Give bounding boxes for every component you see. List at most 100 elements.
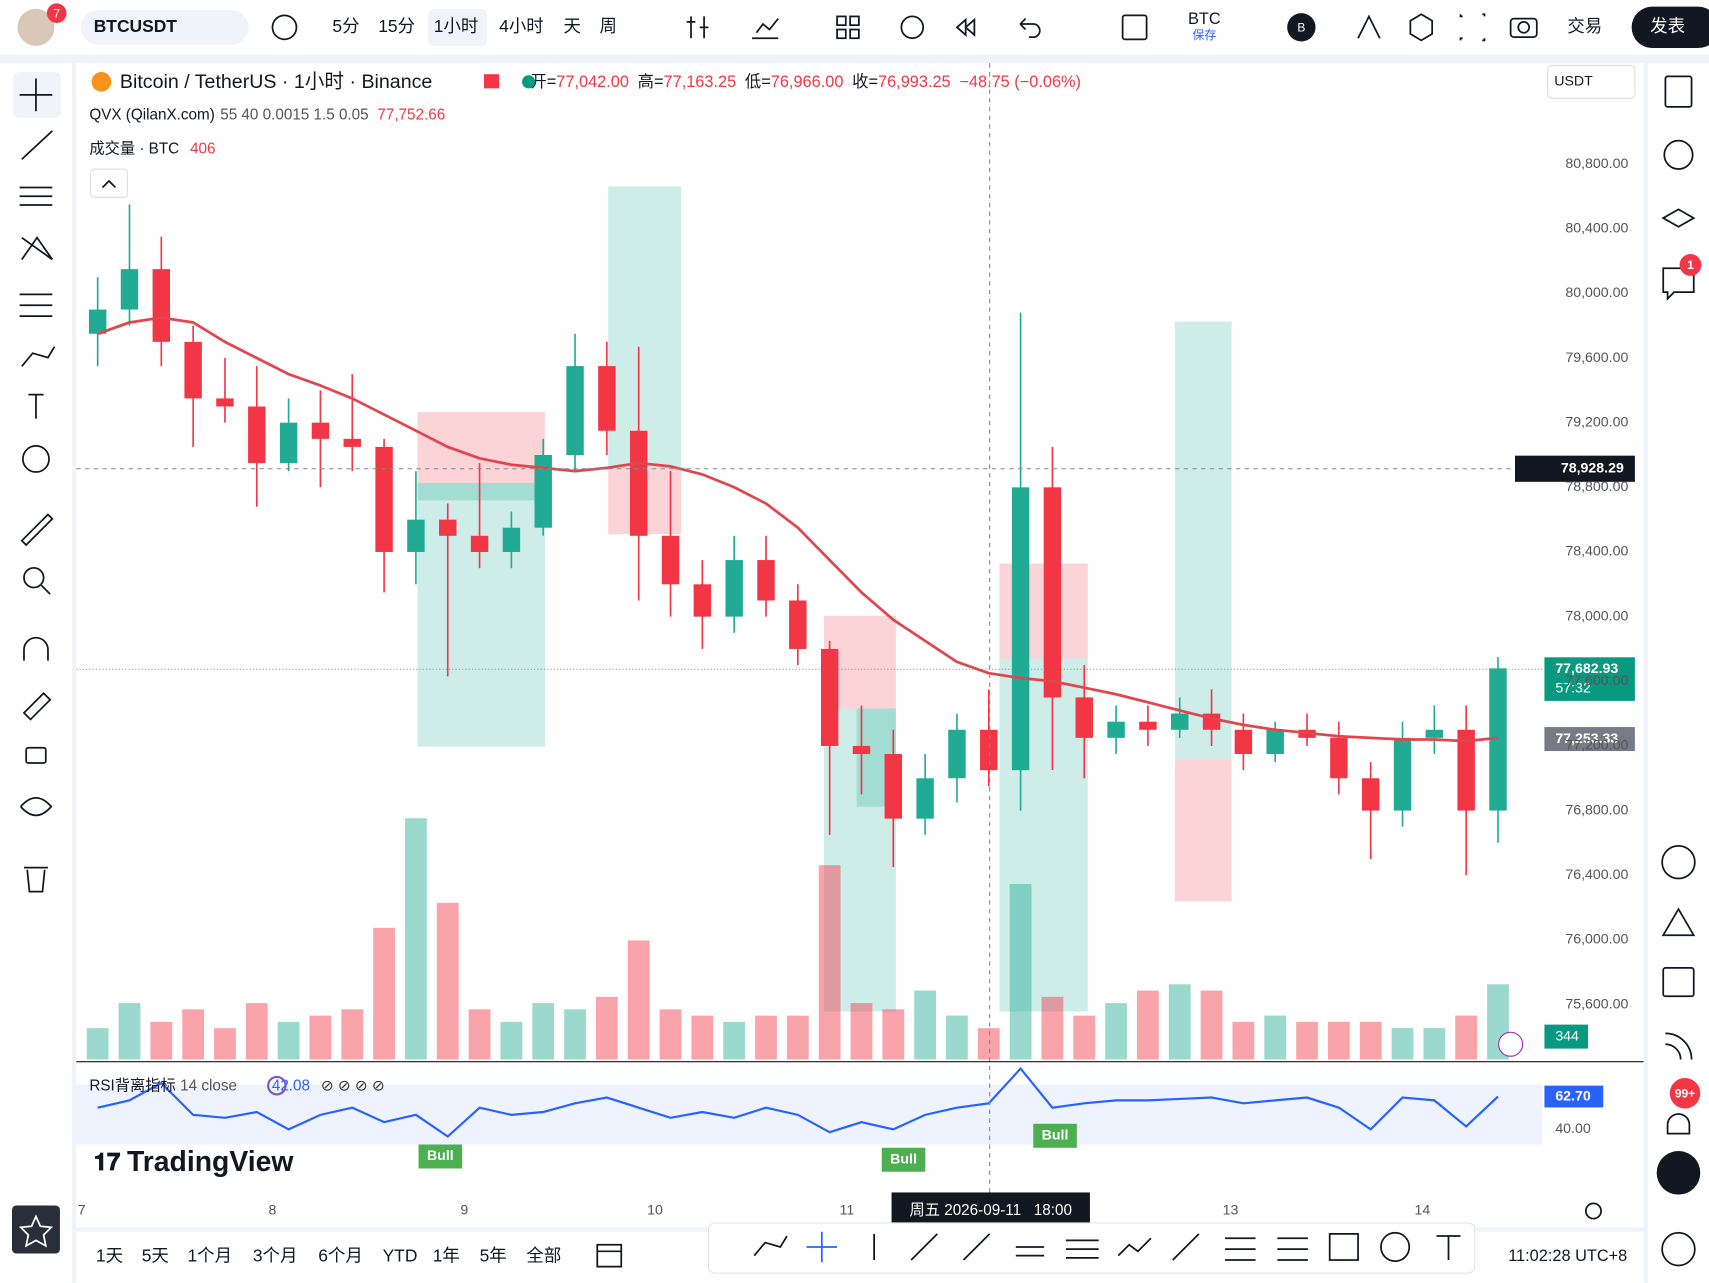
candle-body: [661, 535, 680, 585]
candle-body: [757, 560, 775, 601]
ohlc-low: 76,966.00: [771, 73, 844, 91]
signal-bg: [881, 1147, 926, 1172]
rsi-name: RSI背离指标: [89, 1078, 175, 1095]
last-price-tag: [1544, 657, 1635, 701]
candle-body: [566, 366, 584, 455]
candle-body: [152, 269, 171, 342]
range-button[interactable]: 1年: [433, 1245, 460, 1265]
range-button[interactable]: 1天: [96, 1245, 123, 1265]
broker-text: B: [1297, 21, 1305, 35]
interval[interactable]: 15分: [378, 16, 415, 36]
range-button[interactable]: 全部: [526, 1245, 561, 1265]
volume-bar: [786, 1015, 809, 1060]
star-icon: [18, 1214, 54, 1248]
currency[interactable]: BTC: [1188, 10, 1221, 28]
broker[interactable]: [1287, 13, 1316, 42]
y-tick-label: 80,400.00: [1565, 220, 1628, 236]
rsi-line: [97, 1066, 1499, 1138]
candle-body: [1266, 729, 1284, 755]
crosshair-price: 78,928.29: [1561, 460, 1624, 476]
range-button[interactable]: 5天: [142, 1245, 169, 1265]
interval[interactable]: 周: [599, 16, 616, 36]
volume-bar: [977, 1028, 1000, 1060]
favorites[interactable]: [11, 1205, 60, 1254]
rsi-band: [76, 1084, 1543, 1145]
volume-bar: [373, 927, 395, 1060]
collapse-legend[interactable]: [89, 168, 129, 198]
range-button[interactable]: 3个月: [253, 1245, 298, 1265]
cursor-time: 周五 2026-09-11 18:00: [909, 1202, 1072, 1219]
add-symbol[interactable]: [271, 14, 298, 41]
volume-line: 成交量 · BTC 406: [89, 139, 215, 157]
interval[interactable]: 5分: [332, 16, 359, 36]
btc-logo: [91, 72, 112, 92]
candle-body: [343, 438, 361, 447]
rsi-level: 40.00: [1555, 1121, 1591, 1137]
rsi-value: 42.08: [272, 1078, 310, 1095]
candle-body: [884, 754, 903, 819]
ohlc-open: 77,042.00: [556, 73, 629, 91]
date-range[interactable]: [596, 1243, 623, 1268]
symbol-search[interactable]: [80, 9, 249, 45]
volume-label: 成交量 · BTC: [89, 139, 179, 157]
cursor-tag: [891, 1192, 1090, 1223]
publish-button[interactable]: 发表: [1650, 16, 1685, 36]
ohlc-open-label: 开=: [530, 73, 556, 91]
candle-body: [1107, 721, 1125, 738]
settings[interactable]: [1584, 1202, 1602, 1220]
volume-bar: [1009, 884, 1032, 1060]
interval[interactable]: 4小时: [499, 16, 544, 36]
volume-bar: [914, 990, 937, 1060]
signal: Bull: [890, 1151, 917, 1167]
range-button[interactable]: 5年: [480, 1245, 507, 1265]
chevron: [101, 179, 117, 189]
range-button[interactable]: 1个月: [187, 1245, 232, 1265]
alert-icon[interactable]: [1498, 1031, 1524, 1057]
candle-body: [1043, 487, 1062, 698]
badge: [46, 3, 67, 23]
volume-bar: [1296, 1021, 1318, 1060]
ohlc-high-label: 高=: [638, 73, 664, 91]
signal-bg: [1033, 1123, 1077, 1148]
market-open: [522, 75, 536, 89]
trade-button[interactable]: 交易: [1567, 16, 1602, 36]
volume-bar: [882, 1009, 905, 1060]
y-tick-label: 80,000.00: [1565, 285, 1628, 301]
left-toolbar: [0, 63, 72, 1283]
volume-tag: [1544, 1024, 1589, 1049]
x-tick-label: 13: [1223, 1203, 1239, 1219]
position-tools: [417, 186, 1232, 1012]
last-price: 77,682.93: [1555, 661, 1618, 677]
y-tick-label: 78,400.00: [1565, 544, 1628, 560]
candle-body: [470, 535, 489, 552]
interval[interactable]: 1小时: [434, 16, 479, 36]
symbol[interactable]: BTCUSDT: [94, 16, 178, 36]
range-button[interactable]: YTD: [383, 1245, 418, 1265]
flag: [483, 74, 500, 89]
candle-body: [184, 341, 202, 399]
candle-body: [407, 519, 425, 552]
apps-button[interactable]: [1656, 1151, 1701, 1195]
currency-unit[interactable]: USDT: [1554, 74, 1593, 90]
candle-body: [120, 269, 139, 310]
rsi-tag: [1544, 1085, 1604, 1108]
candle-body: [1393, 737, 1412, 811]
volume-bar: [245, 1003, 268, 1060]
range-button[interactable]: 6个月: [318, 1245, 363, 1265]
volume-bar: [691, 1015, 714, 1060]
volume-bar: [436, 902, 459, 1060]
x-tick-label: 14: [1414, 1203, 1430, 1219]
candle-body: [1011, 487, 1030, 771]
y-tick-label: 76,000.00: [1565, 932, 1628, 948]
y-tick-label: 76,800.00: [1565, 802, 1628, 818]
candle-body: [88, 309, 107, 334]
avatar[interactable]: [17, 8, 55, 46]
rsi-last: 62.70: [1555, 1088, 1591, 1104]
volume-bar: [1359, 1021, 1382, 1060]
interval[interactable]: 天: [563, 16, 580, 36]
currency-select[interactable]: [1547, 64, 1636, 99]
candle-body: [820, 648, 839, 746]
publish-bg[interactable]: [1631, 6, 1709, 49]
volume-bar: [1073, 1015, 1096, 1060]
candle-body: [439, 519, 457, 536]
